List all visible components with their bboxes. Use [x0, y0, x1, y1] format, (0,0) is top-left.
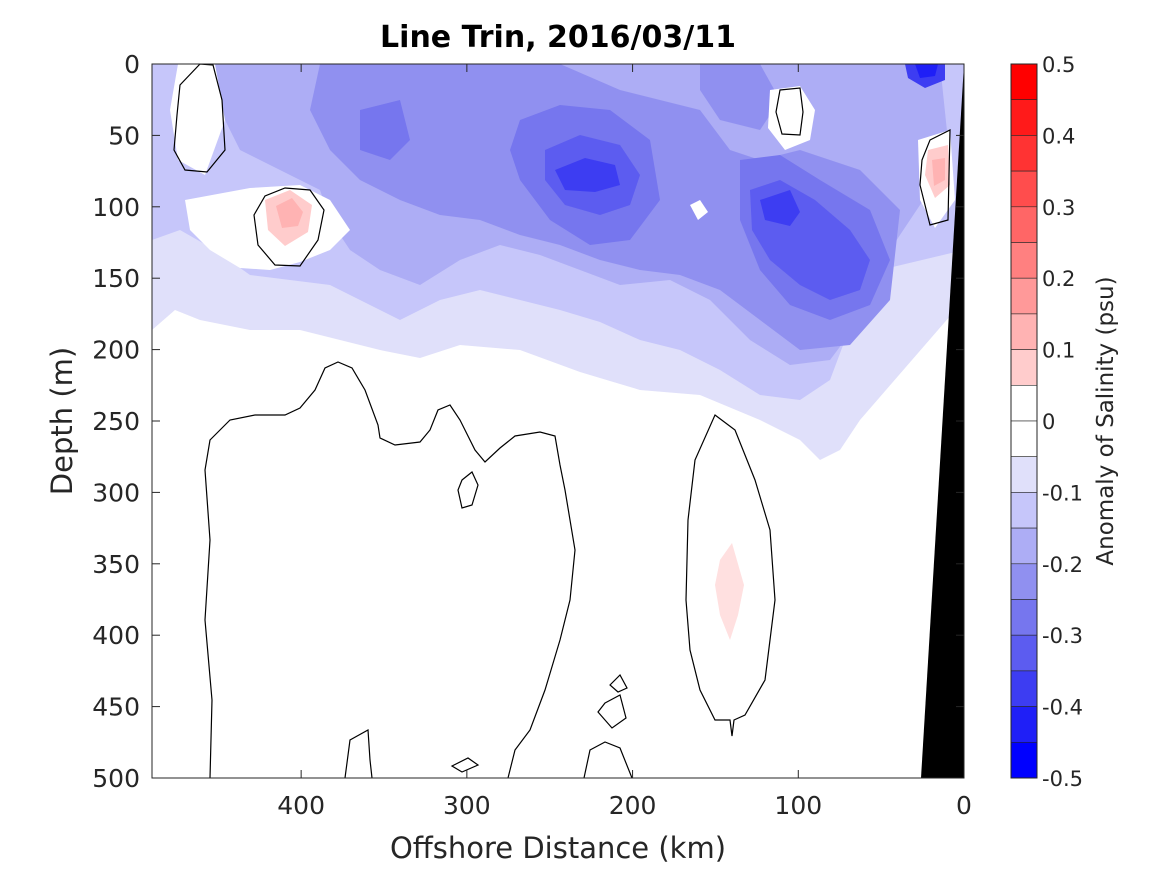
x-tick-label: 0: [956, 791, 972, 820]
colorbar-swatch: [1010, 99, 1038, 136]
x-tick-label: 400: [277, 791, 325, 820]
colorbar-ticks: 0.5 0.4 0.3 0.2 0.1 0 -0.1 -0.2 -0.3 -0.4 -0.5: [1042, 53, 1083, 791]
colorbar-swatch: [1010, 277, 1038, 315]
colorbar-swatch: [1010, 135, 1038, 172]
y-tick-label: 250: [92, 407, 140, 436]
zero-contour: [609, 674, 628, 693]
zero-contour: [685, 414, 776, 737]
x-tick-label: 200: [609, 791, 657, 820]
colorbar-swatch: [1010, 527, 1038, 565]
colorbar-tick-label: 0: [1042, 410, 1055, 434]
colorbar-swatch: [1010, 634, 1038, 672]
y-tick-label: 450: [92, 693, 140, 722]
colorbar-swatch: [1010, 206, 1038, 243]
zero-contour: [450, 757, 480, 773]
colorbar-swatch: [1010, 420, 1038, 458]
y-tick-label: 500: [92, 764, 140, 793]
y-ticks: 0 50 100 150 200 250 300 350 400 450 500: [92, 50, 964, 793]
anomaly-region: [932, 158, 945, 186]
contour-field: [152, 64, 964, 778]
anomaly-region: [690, 200, 708, 220]
zero-contour: [344, 729, 373, 778]
colorbar-swatch: [1010, 63, 1038, 101]
colorbar-frame: [1010, 63, 1038, 779]
x-ticks: 400 300 200 100 0: [277, 64, 972, 820]
colorbar: [1010, 63, 1038, 779]
colorbar-tick-label: 0.3: [1042, 196, 1075, 220]
x-tick-label: 100: [774, 791, 822, 820]
x-axis-label: Offshore Distance (km): [390, 831, 726, 865]
colorbar-tick-label: -0.5: [1042, 767, 1083, 791]
anomaly-region: [555, 158, 620, 192]
colorbar-swatch: [1010, 706, 1038, 743]
zero-contour: [173, 64, 226, 173]
zero-contour: [597, 694, 627, 729]
anomaly-region: [915, 64, 938, 78]
zero-contour: [775, 87, 804, 136]
colorbar-tick-label: 0.5: [1042, 53, 1075, 77]
anomaly-region: [700, 64, 780, 130]
zero-contour: [583, 741, 633, 778]
y-tick-label: 150: [92, 264, 140, 293]
colorbar-tick-label: 0.1: [1042, 339, 1075, 363]
chart-title: Line Trin, 2016/03/11: [380, 20, 736, 55]
anomaly-region: [810, 500, 845, 512]
zero-contour: [919, 129, 951, 226]
colorbar-tick-label: -0.1: [1042, 481, 1083, 505]
y-tick-label: 100: [92, 193, 140, 222]
anomaly-region: [276, 198, 303, 228]
colorbar-swatch: [1010, 456, 1038, 493]
y-axis-label: Depth (m): [45, 347, 79, 495]
colorbar-swatch: [1010, 349, 1038, 386]
y-tick-label: 400: [92, 621, 140, 650]
anomaly-region: [360, 100, 410, 160]
colorbar-swatch: [1010, 384, 1038, 422]
y-tick-label: 300: [92, 478, 140, 507]
zero-contours: [173, 64, 951, 778]
zero-contour: [204, 361, 576, 778]
anomaly-region: [760, 190, 800, 226]
colorbar-swatch: [1010, 599, 1038, 636]
colorbar-tick-label: -0.2: [1042, 553, 1083, 577]
x-tick-label: 300: [443, 791, 491, 820]
colorbar-swatch: [1010, 741, 1038, 779]
y-tick-label: 0: [124, 50, 140, 79]
colorbar-label: Anomaly of Salinity (psu): [1093, 276, 1119, 565]
colorbar-swatch: [1010, 492, 1038, 529]
y-tick-label: 350: [92, 550, 140, 579]
colorbar-tick-label: -0.3: [1042, 624, 1083, 648]
colorbar-tick-label: -0.4: [1042, 696, 1083, 720]
colorbar-swatch: [1010, 670, 1038, 707]
colorbar-swatch: [1010, 242, 1038, 279]
colorbar-swatch: [1010, 313, 1038, 350]
colorbar-swatch: [1010, 170, 1038, 208]
y-tick-label: 200: [92, 336, 140, 365]
colorbar-tick-label: 0.4: [1042, 124, 1075, 148]
anomaly-region: [768, 86, 815, 150]
bathymetry-mask: [921, 64, 964, 778]
colorbar-swatch: [1010, 563, 1038, 600]
colorbar-tick-label: 0.2: [1042, 267, 1075, 291]
anomaly-region: [715, 543, 744, 640]
zero-contour: [457, 471, 479, 509]
anomaly-region: [170, 64, 225, 175]
y-tick-label: 50: [108, 121, 140, 150]
zero-contour: [253, 187, 325, 267]
